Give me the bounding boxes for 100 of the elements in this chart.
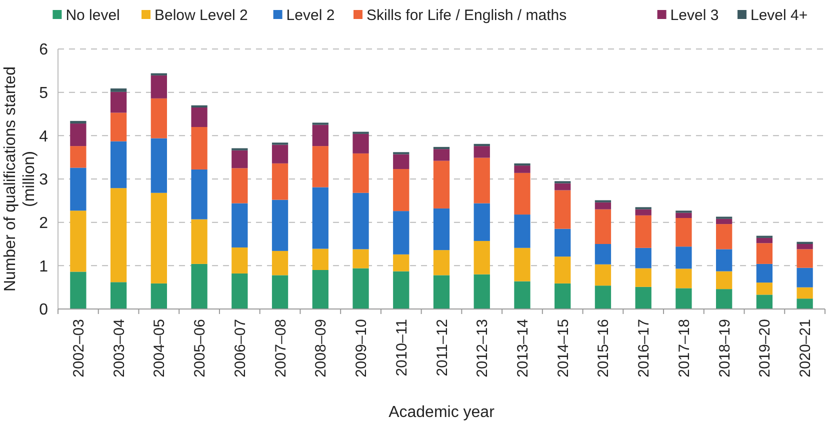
bar: [554, 283, 571, 309]
bar: [150, 98, 167, 138]
bar: [676, 268, 692, 288]
bar: [393, 271, 410, 309]
bar: [676, 218, 692, 247]
bar: [756, 243, 773, 264]
bar: [554, 228, 571, 257]
bar: [474, 203, 490, 241]
bar: [716, 218, 732, 224]
bar: [594, 264, 612, 286]
bar: [312, 124, 328, 146]
bar: [312, 146, 328, 188]
bar: [554, 190, 571, 229]
bar: [312, 270, 328, 309]
y-tick-label: 0: [39, 302, 48, 319]
bar: [594, 202, 612, 210]
bar: [191, 108, 208, 127]
x-tick-label: 2005–06: [192, 319, 209, 378]
bar: [191, 127, 208, 170]
bar: [232, 168, 248, 204]
x-tick-label: 2011–12: [434, 319, 451, 376]
bar: [433, 275, 450, 309]
bar: [474, 144, 490, 146]
bar: [756, 238, 773, 244]
x-tick-label: 2009–10: [353, 319, 370, 378]
bar: [70, 210, 86, 272]
bar: [110, 188, 127, 282]
x-tick-label: 2015–16: [595, 319, 612, 378]
x-tick-label: 2008–09: [312, 319, 330, 378]
legend-label: No level: [66, 7, 120, 24]
x-tick-label: 2019–20: [756, 319, 774, 378]
bar: [191, 264, 208, 309]
bar: [232, 247, 248, 274]
bar: [676, 212, 692, 218]
x-tick-label: 2018–19: [716, 319, 734, 378]
bar: [150, 192, 167, 284]
y-tick-label: 2: [39, 214, 48, 232]
bar: [635, 286, 652, 309]
bar: [70, 272, 86, 309]
bar: [433, 250, 450, 276]
y-tick-label: 5: [39, 84, 48, 102]
bar: [433, 160, 450, 208]
x-tick-label: 2017–18: [676, 319, 693, 378]
y-tick-label: 1: [39, 258, 48, 276]
y-tick-label: 4: [39, 128, 48, 146]
bar: [796, 268, 813, 288]
bar: [352, 134, 369, 154]
legend-label: Level 4+: [750, 7, 808, 24]
bar: [514, 214, 530, 248]
bar: [110, 141, 127, 188]
bar: [150, 75, 167, 98]
bar: [110, 88, 127, 92]
bar: [554, 183, 571, 190]
bar: [676, 246, 692, 269]
x-tick-label: 2013–14: [514, 319, 532, 378]
bar: [70, 124, 86, 146]
x-tick-label: 2016–17: [636, 319, 653, 378]
bar: [514, 163, 530, 166]
y-tick-label: 6: [39, 42, 48, 59]
x-tick-label: 2003–04: [110, 319, 128, 378]
bar: [716, 271, 732, 290]
bar: [635, 268, 652, 287]
bar: [70, 146, 86, 168]
bar: [393, 211, 410, 254]
bar: [514, 166, 530, 173]
bar: [70, 168, 86, 211]
bar: [232, 273, 248, 309]
bar: [594, 209, 612, 244]
bar: [272, 144, 288, 164]
bar: [796, 249, 813, 268]
bar: [756, 294, 773, 309]
x-tick-label: 2010–11: [393, 319, 410, 376]
x-axis-title: Academic year: [388, 404, 496, 421]
bar: [756, 282, 773, 295]
bar: [433, 146, 450, 150]
x-tick-label: 2020–21: [797, 319, 814, 378]
bar: [352, 249, 369, 268]
bar: [514, 248, 530, 282]
bar: [232, 150, 248, 168]
legend-label: Level 3: [670, 7, 719, 24]
bar: [433, 208, 450, 250]
bar: [352, 268, 369, 309]
x-tick-label: 2007–08: [272, 319, 290, 378]
legend-label: Below Level 2: [154, 7, 248, 24]
legend-label: Skills for Life / English / maths: [366, 7, 567, 24]
bar: [716, 249, 732, 272]
bar: [635, 248, 652, 268]
bar: [554, 256, 571, 284]
bar: [352, 153, 369, 193]
y-tick-label: 3: [39, 172, 48, 189]
y-axis-title: Number of qualifications started (million): [2, 66, 38, 292]
bar: [272, 163, 288, 200]
bar: [635, 215, 652, 248]
bar: [594, 244, 612, 264]
x-tick-label: 2014–15: [554, 319, 572, 378]
bar: [352, 192, 369, 250]
bar: [796, 298, 813, 309]
bar: [272, 200, 288, 251]
bar: [514, 172, 530, 215]
bar: [312, 248, 328, 270]
